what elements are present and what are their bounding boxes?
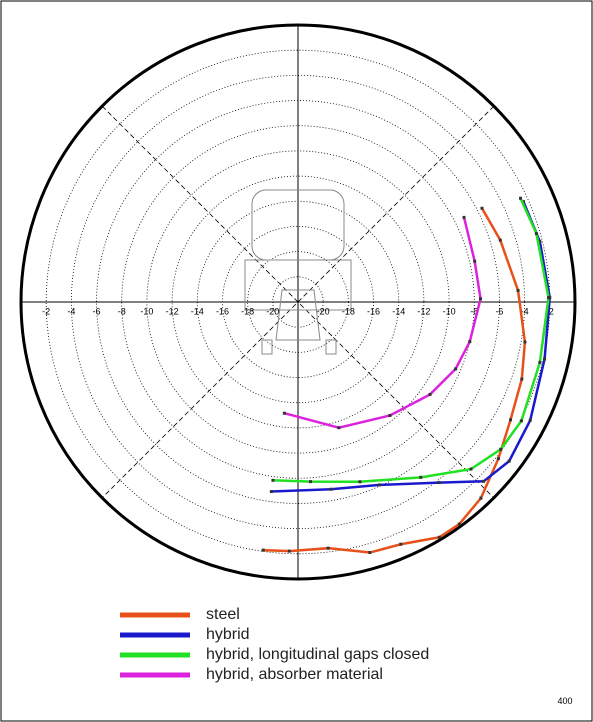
chart: 400 -20 -20 -18 -18 -16 -16 -14 -14 -12 -12 -10 -10… [0,0,593,722]
data-point [482,480,485,483]
data-point [419,476,422,479]
r-tick-label: -18 [342,306,355,316]
r-tick-label: -14 [392,306,405,316]
data-point [283,412,286,415]
data-point [538,361,541,364]
data-point [438,536,441,539]
annotation: 400 [557,696,572,706]
r-tick-label: -2 [42,306,50,316]
r-tick-label: -6 [93,306,101,316]
r-tick-label: -6 [495,306,503,316]
data-point [517,289,520,292]
legend-label: hybrid [206,626,250,643]
data-point [463,216,466,219]
data-point [454,367,457,370]
legend-label: steel [206,606,240,623]
data-point [480,207,483,210]
legend-label: hybrid, longitudinal gaps closed [206,646,429,663]
data-point [388,414,391,417]
data-point [458,523,461,526]
data-point [479,297,482,300]
r-tick-label: -16 [367,306,380,316]
r-tick-label: -16 [216,306,229,316]
data-point [473,260,476,263]
data-point [399,543,402,546]
data-point [330,488,333,491]
data-point [429,393,432,396]
data-point [368,551,371,554]
data-point [327,547,330,550]
r-tick-label: -12 [417,306,430,316]
data-point [438,481,441,484]
data-point [337,426,340,429]
r-tick-label: -20 [266,306,279,316]
r-tick-label: -18 [241,306,254,316]
data-point [523,341,526,344]
data-point [547,296,550,299]
data-point [535,232,538,235]
data-point [499,448,502,451]
data-point [309,480,312,483]
data-point [509,418,512,421]
data-point [497,457,500,460]
data-point [520,419,523,422]
data-point [270,490,273,493]
data-point [529,419,532,422]
data-point [262,549,265,552]
data-point [288,550,291,553]
r-tick-label: -20 [317,306,330,316]
data-point [479,497,482,500]
data-point [271,479,274,482]
data-point [468,340,471,343]
r-tick-label: -14 [191,306,204,316]
data-point [508,460,511,463]
r-tick-label: -12 [166,306,179,316]
data-point [378,483,381,486]
frame [1,1,592,721]
data-point [469,468,472,471]
r-tick-label: -10 [443,306,456,316]
data-point [520,378,523,381]
data-point [519,197,522,200]
legend-label: hybrid, absorber material [206,666,383,683]
data-point [358,480,361,483]
r-tick-label: -10 [140,306,153,316]
data-point [499,239,502,242]
r-tick-label: -8 [118,306,126,316]
data-point [543,357,546,360]
r-tick-label: -4 [67,306,75,316]
